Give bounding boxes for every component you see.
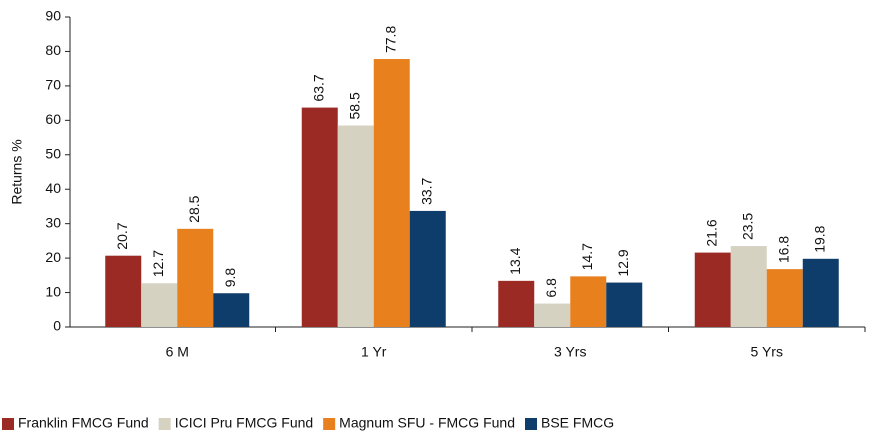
x-tick-label: 6 M bbox=[166, 344, 189, 360]
legend-label: BSE FMCG bbox=[541, 415, 614, 431]
y-tick-label: 70 bbox=[45, 77, 61, 93]
bar bbox=[766, 269, 803, 327]
x-tick-label: 3 Yrs bbox=[554, 344, 586, 360]
bar bbox=[694, 252, 731, 327]
value-label: 28.5 bbox=[186, 195, 202, 222]
legend-label: Magnum SFU - FMCG Fund bbox=[339, 415, 515, 431]
bar bbox=[301, 107, 338, 327]
x-tick-label: 5 Yrs bbox=[751, 344, 783, 360]
value-label: 21.6 bbox=[703, 219, 719, 246]
x-tick-label: 1 Yr bbox=[361, 344, 387, 360]
bar bbox=[730, 246, 767, 327]
value-label: 14.7 bbox=[579, 243, 595, 270]
value-label: 77.8 bbox=[382, 26, 398, 53]
bar bbox=[373, 59, 410, 328]
bar bbox=[141, 283, 178, 327]
value-label: 12.9 bbox=[615, 249, 631, 276]
value-label: 58.5 bbox=[346, 92, 362, 119]
bar bbox=[213, 293, 250, 327]
y-tick-label: 90 bbox=[45, 8, 61, 24]
y-tick-label: 10 bbox=[45, 283, 61, 299]
bar bbox=[570, 276, 607, 327]
bar bbox=[802, 258, 839, 327]
value-label: 9.8 bbox=[222, 268, 238, 288]
value-label: 16.8 bbox=[775, 236, 791, 263]
y-tick-label: 80 bbox=[45, 42, 61, 58]
y-tick-label: 60 bbox=[45, 111, 61, 127]
bar bbox=[105, 255, 142, 327]
bar bbox=[337, 125, 374, 327]
value-label: 19.8 bbox=[811, 225, 827, 252]
y-tick-label: 50 bbox=[45, 145, 61, 161]
value-label: 13.4 bbox=[507, 247, 523, 274]
y-tick-label: 40 bbox=[45, 180, 61, 196]
legend-swatch bbox=[323, 418, 336, 430]
value-label: 63.7 bbox=[310, 74, 326, 101]
bar bbox=[177, 228, 214, 327]
value-label: 20.7 bbox=[114, 222, 130, 249]
bar bbox=[606, 282, 643, 327]
legend-label: Franklin FMCG Fund bbox=[18, 415, 149, 431]
value-label: 33.7 bbox=[418, 177, 434, 204]
legend-label: ICICI Pru FMCG Fund bbox=[175, 415, 313, 431]
bar bbox=[498, 280, 535, 327]
y-axis-title: Returns % bbox=[9, 139, 25, 204]
value-label: 12.7 bbox=[150, 250, 166, 277]
legend-swatch bbox=[2, 418, 14, 430]
bar bbox=[409, 210, 446, 327]
value-label: 23.5 bbox=[739, 213, 755, 240]
value-label: 6.8 bbox=[543, 278, 559, 298]
y-tick-label: 20 bbox=[45, 249, 61, 265]
legend-swatch bbox=[158, 418, 171, 430]
bar bbox=[534, 303, 571, 327]
y-tick-label: 30 bbox=[45, 214, 61, 230]
legend-swatch bbox=[525, 418, 537, 430]
y-tick-label: 0 bbox=[53, 318, 61, 334]
